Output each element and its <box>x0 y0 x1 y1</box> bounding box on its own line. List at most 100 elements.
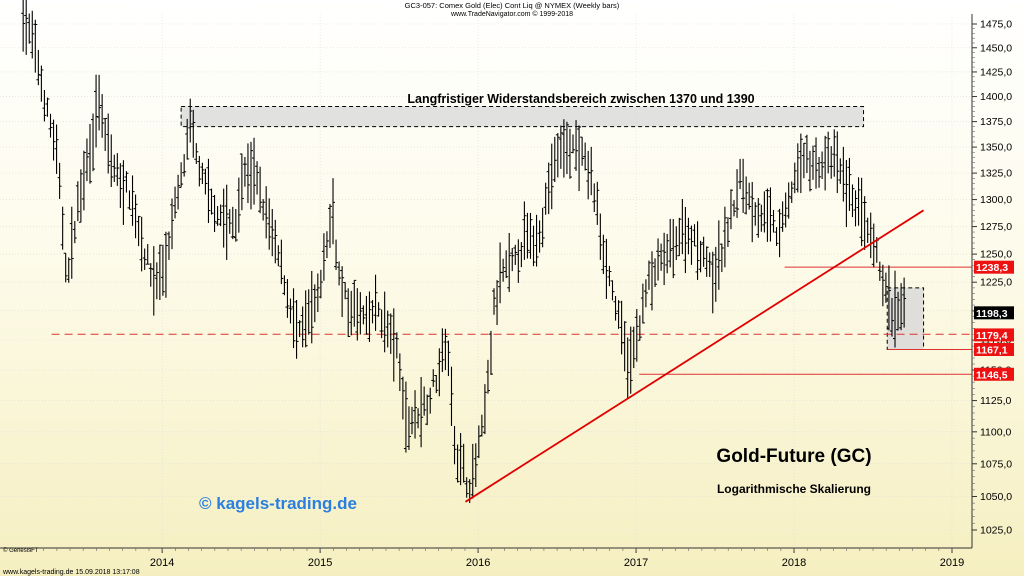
genesis-credit: © GenesisFT <box>3 547 39 554</box>
weekly-bar <box>479 414 484 437</box>
weekly-bar <box>765 188 770 242</box>
weekly-bar <box>583 142 588 171</box>
weekly-bar <box>543 182 548 215</box>
weekly-bar <box>54 124 59 174</box>
weekly-bar <box>230 206 235 240</box>
weekly-bar <box>376 302 381 317</box>
chart-title-big: Gold-Future (GC) <box>716 446 871 467</box>
weekly-bar <box>203 168 208 195</box>
weekly-bar <box>346 288 351 337</box>
level-label-1167,1: 1167,1 <box>976 345 1008 357</box>
weekly-bar <box>716 220 721 290</box>
weekly-bar <box>692 224 697 247</box>
weekly-bar <box>185 118 190 160</box>
weekly-bar <box>397 353 402 392</box>
weekly-bar <box>69 206 74 279</box>
level-label-box <box>974 343 1014 357</box>
weekly-bar <box>315 273 320 313</box>
level-label-1179,4: 1179,4 <box>976 330 1008 342</box>
weekly-bar <box>91 113 96 172</box>
weekly-bar <box>361 305 366 325</box>
weekly-bar <box>689 225 694 265</box>
weekly-bar <box>233 208 238 242</box>
weekly-bar <box>100 94 105 138</box>
weekly-bar <box>592 183 597 213</box>
weekly-bar <box>449 366 454 426</box>
weekly-bar <box>774 227 779 246</box>
resistance-zone <box>180 106 865 128</box>
weekly-bar <box>127 190 132 210</box>
x-tick-label: 2017 <box>624 557 648 569</box>
weekly-bar <box>400 376 405 420</box>
weekly-bar <box>160 244 165 296</box>
weekly-bar <box>528 212 533 259</box>
weekly-bar <box>121 160 126 225</box>
weekly-bar <box>133 194 138 239</box>
weekly-bar <box>847 157 852 211</box>
weekly-bar <box>33 19 38 73</box>
weekly-bar <box>367 291 372 342</box>
weekly-bar <box>142 248 147 270</box>
weekly-bar <box>719 243 724 273</box>
level-labels: 1238,3 1198,3 1179,4 1167,1 1146,5 <box>974 260 1014 381</box>
weekly-bar <box>270 209 275 257</box>
trendline <box>464 209 925 503</box>
weekly-bar <box>820 151 825 179</box>
weekly-bar <box>564 121 569 175</box>
weekly-bar <box>294 300 299 359</box>
weekly-bar <box>637 315 642 341</box>
weekly-bar <box>139 216 144 272</box>
weekly-bar <box>534 214 539 267</box>
trend-group <box>464 209 925 503</box>
weekly-bar <box>473 443 478 488</box>
weekly-bar <box>488 330 493 375</box>
watermark-text: © kagels-trading.de <box>199 494 357 513</box>
weekly-bar <box>683 206 688 274</box>
weekly-bar <box>567 128 572 179</box>
weekly-bar <box>646 260 651 290</box>
weekly-bar <box>886 265 891 331</box>
chart-header-copyright: www.TradeNavigator.com © 1999-2018 <box>450 10 573 18</box>
weekly-bar <box>157 244 162 300</box>
weekly-bar <box>519 242 524 268</box>
weekly-bar <box>786 182 791 219</box>
weekly-bar <box>674 226 679 261</box>
weekly-bar <box>810 145 815 180</box>
weekly-bar <box>686 217 691 255</box>
y-tick-label: 1300,0 <box>980 194 1012 206</box>
weekly-bar <box>577 125 582 192</box>
weekly-bar <box>501 258 506 282</box>
weekly-bar <box>264 186 269 239</box>
weekly-bar <box>394 332 399 359</box>
x-tick-label: 2019 <box>940 557 964 569</box>
weekly-bar <box>482 384 487 435</box>
weekly-bar <box>464 477 469 498</box>
weekly-bar <box>598 213 603 260</box>
weekly-bar <box>179 162 184 188</box>
weekly-bar <box>331 178 336 245</box>
weekly-bar <box>750 182 755 243</box>
weekly-bar <box>725 217 730 247</box>
weekly-bar <box>51 119 56 161</box>
weekly-bar <box>60 206 65 250</box>
weekly-bar <box>57 162 62 199</box>
weekly-bar <box>665 233 670 274</box>
weekly-bar <box>413 390 418 439</box>
weekly-bar <box>695 221 700 280</box>
weekly-bar <box>792 162 797 194</box>
weekly-bar <box>625 337 630 399</box>
y-tick-label: 1350,0 <box>980 142 1012 154</box>
weekly-bar <box>21 0 26 52</box>
weekly-bar <box>817 156 822 188</box>
weekly-bar <box>461 443 466 483</box>
x-tick-label: 2016 <box>466 557 490 569</box>
y-tick-label: 1100,0 <box>980 426 1011 438</box>
x-tick-label: 2018 <box>782 557 806 569</box>
weekly-bar <box>738 158 743 190</box>
level-label-box <box>974 328 1014 342</box>
level-label-box <box>974 306 1014 320</box>
weekly-bar <box>130 175 135 226</box>
weekly-bar <box>170 198 175 250</box>
level-label-1146,5: 1146,5 <box>976 369 1008 381</box>
weekly-bar <box>728 189 733 230</box>
